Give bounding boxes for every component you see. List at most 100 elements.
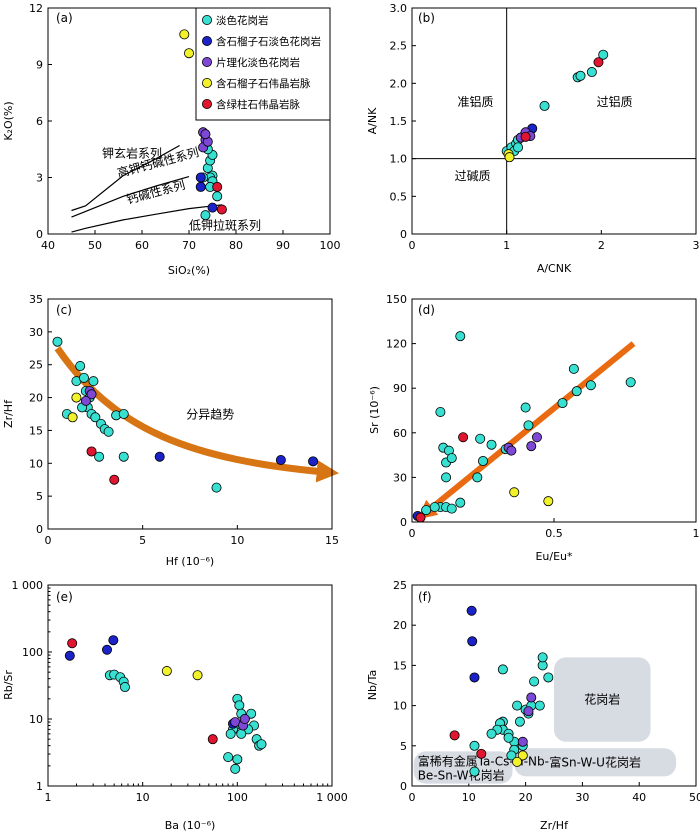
x-tick-label: 10 [462,791,476,804]
annotation: 钙碱性系列 [125,178,187,207]
field-region [514,748,677,777]
annotation: 低钾拉斑系列 [189,217,261,232]
y-tick-label: 3.0 [390,2,408,15]
y-tick-label: 30 [393,471,407,484]
field-label: 花岗岩 [584,692,620,707]
x-tick-label: 2 [598,239,605,252]
legend-label: 含绿柱石伟晶岩脉 [216,98,300,111]
legend-label: 淡色花岗岩 [216,14,269,27]
y-tick-label: 25 [393,579,407,592]
data-point [67,412,78,423]
panel-label-e: (e) [56,590,73,604]
data-point [517,750,528,761]
series-boundary-line [71,144,180,212]
y-tick-label: 10 [29,457,43,470]
plot-frame-f [411,584,697,787]
data-point [86,446,97,457]
data-point [557,398,568,409]
field-region [554,657,651,742]
x-tick-label: 3 [693,239,700,252]
data-point [585,380,596,391]
x-tick-label: 90 [276,239,290,252]
data-point [469,672,480,683]
x-axis-label-e: Ba (10⁻⁶) [165,819,216,832]
data-point [517,736,528,747]
y-tick-label: 1 000 [12,579,44,592]
data-point [119,682,130,693]
annotation: 钾玄岩系列 [102,146,162,161]
data-point [575,70,586,81]
x-axis-label-c: Hf (10⁻⁶) [166,555,214,568]
panel-d: (d) 0 0.5 1 0 30 60 90 120 150 Eu/Eu* Sr (10⁻⁶) [368,293,700,563]
data-point [86,389,97,400]
x-tick-label: 15 [325,534,339,547]
data-point [223,752,234,763]
marks-d: 0 0.5 1 0 30 60 90 120 150 [386,293,700,540]
data-point [275,454,286,465]
data-point [529,676,540,687]
x-tick-label: 50 [88,239,102,252]
series-boundary-line [71,176,190,218]
y-tick-label: 12 [29,2,43,15]
panel-c: (c) 0 5 10 15 0 5 10 15 20 25 30 35 分异趋势 Hf (10⁻⁶) Z… [2,293,340,568]
data-point [512,700,523,711]
field-region [413,751,513,784]
y-tick-label: 15 [29,424,43,437]
data-point [230,763,241,774]
data-point [509,487,520,498]
x-tick-label: 100 [227,791,248,804]
data-point [78,372,89,383]
plot-frame-a [47,7,331,235]
panel-label-f: (f) [418,590,432,604]
x-tick-label: 60 [135,239,149,252]
field-label: 富Sn-W-U花岗岩 [549,754,641,769]
y-axis-label-f: Nb/Ta [366,670,379,701]
x-tick-label: 10 [230,534,244,547]
data-point [103,426,114,437]
data-point [466,605,477,616]
y-axis-label-d: Sr (10⁻⁶) [368,386,381,434]
data-point [308,456,319,467]
data-point [118,451,129,462]
panel-f: (f) 0 10 20 30 40 500510152025花岗岩富Sn-W-U花岗岩富稀… [366,579,700,832]
plot-frame-b [411,7,697,235]
data-point [523,706,534,717]
legend-box [195,7,331,121]
x-axis-label-b: A/CNK [537,262,572,275]
data-point [232,754,243,765]
panel-a: (a) 40 50 60 70 80 90 100036912钾玄岩系列高钾钙碱性系列钙碱性… [2,2,341,277]
y-tick-label: 9 [36,59,43,72]
data-point [503,732,514,743]
marks-c: 0 5 10 15 0 5 10 15 20 25 30 35 分异趋势 [29,293,340,547]
data-point [512,756,523,767]
marks-e: 1 10 100 1 000 1 10 100 1 000 [12,579,348,804]
data-point [102,644,113,655]
data-point [539,100,550,111]
data-point [441,472,452,483]
annotation: 准铝质 [457,94,493,109]
data-point [88,376,99,387]
panel-label-b: (b) [418,11,435,25]
plot-frame-d [411,298,697,523]
data-point [67,638,78,649]
panel-label-d: (d) [418,303,435,317]
x-tick-label: 0 [409,239,416,252]
data-point [225,728,236,739]
data-point [236,728,247,739]
data-point [568,363,579,374]
data-point [534,700,545,711]
data-point [467,636,478,647]
data-point [212,181,223,192]
data-point [192,670,203,681]
data-point [195,181,206,192]
y-axis-label-e: Rb/Sr [2,670,15,700]
y-tick-label: 1.5 [390,115,408,128]
data-point [161,666,172,677]
data-point [458,432,469,443]
y-tick-label: 6 [36,115,43,128]
data-point [543,672,554,683]
data-point [469,740,480,751]
y-tick-label: 0 [36,228,43,241]
